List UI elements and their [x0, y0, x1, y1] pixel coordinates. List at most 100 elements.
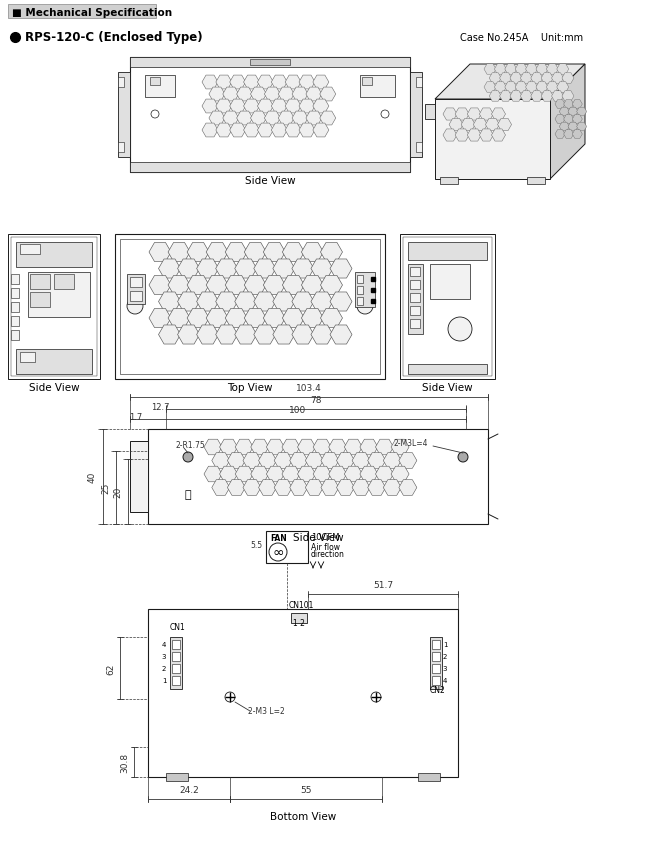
Text: ⏚: ⏚ — [185, 489, 192, 499]
Bar — [11, 275, 19, 285]
Bar — [130, 292, 142, 301]
Circle shape — [151, 111, 159, 119]
Text: 2-M3 L=2: 2-M3 L=2 — [248, 706, 285, 715]
Bar — [54, 275, 74, 289]
Text: 2-M3L=4: 2-M3L=4 — [393, 438, 427, 448]
Text: 2: 2 — [162, 666, 166, 672]
Bar — [11, 238, 97, 376]
Bar — [527, 177, 545, 185]
Bar — [362, 77, 372, 86]
Bar — [172, 641, 180, 649]
Bar — [130, 442, 148, 512]
Text: 25: 25 — [101, 482, 110, 493]
Text: CN101: CN101 — [289, 600, 314, 610]
Bar — [432, 676, 440, 685]
Text: CN1: CN1 — [170, 623, 186, 631]
Bar — [166, 773, 188, 781]
Bar — [432, 641, 440, 649]
Bar — [435, 100, 550, 180]
Bar — [357, 298, 363, 306]
Bar — [130, 58, 410, 68]
Bar — [118, 73, 130, 158]
Bar — [115, 235, 385, 380]
Circle shape — [357, 299, 373, 314]
Bar — [30, 275, 50, 289]
Text: ∞: ∞ — [272, 545, 284, 560]
Bar — [172, 653, 180, 661]
Bar — [291, 613, 307, 623]
Text: 40: 40 — [88, 471, 97, 483]
Bar — [357, 287, 363, 294]
Bar — [16, 350, 92, 375]
Text: ■ Mechanical Specification: ■ Mechanical Specification — [12, 8, 172, 17]
Bar — [130, 163, 410, 173]
Bar — [266, 531, 308, 563]
Bar — [170, 637, 182, 689]
Polygon shape — [550, 65, 585, 180]
Circle shape — [448, 318, 472, 342]
Bar — [118, 143, 124, 152]
Bar — [400, 235, 495, 380]
Text: 3: 3 — [161, 653, 166, 660]
Text: 55: 55 — [300, 785, 312, 794]
Bar — [127, 275, 145, 305]
Circle shape — [458, 453, 468, 462]
Text: RPS-120-C (Enclosed Type): RPS-120-C (Enclosed Type) — [25, 32, 202, 45]
Bar — [145, 76, 175, 98]
Bar — [408, 364, 487, 375]
Bar — [120, 239, 380, 375]
Text: 1: 1 — [161, 678, 166, 684]
Text: Side View: Side View — [29, 382, 79, 393]
Bar — [440, 177, 458, 185]
Text: Side View: Side View — [245, 176, 295, 186]
Text: 5.5: 5.5 — [250, 541, 262, 549]
Bar — [8, 5, 156, 19]
Text: 12.7: 12.7 — [151, 403, 170, 412]
Text: 4: 4 — [443, 678, 447, 684]
Bar — [148, 610, 458, 777]
Bar — [403, 238, 492, 376]
Bar — [172, 676, 180, 685]
Text: FAN: FAN — [270, 533, 287, 542]
Bar — [28, 273, 90, 318]
Bar — [20, 353, 35, 362]
Bar — [432, 653, 440, 661]
Bar — [118, 77, 124, 88]
Text: 20: 20 — [113, 486, 122, 498]
Bar — [30, 293, 50, 307]
Text: 4: 4 — [162, 641, 166, 647]
Text: 103.4: 103.4 — [296, 383, 322, 393]
Bar — [410, 307, 420, 316]
Circle shape — [440, 142, 446, 148]
Bar — [410, 268, 420, 276]
Text: 62: 62 — [106, 663, 115, 674]
Text: Side View: Side View — [421, 382, 472, 393]
Text: Bottom View: Bottom View — [270, 811, 336, 821]
Bar — [148, 430, 488, 524]
Text: direction: direction — [311, 549, 345, 558]
Text: Air flow: Air flow — [311, 542, 340, 551]
Bar — [416, 143, 422, 152]
Bar — [16, 243, 92, 268]
Bar — [410, 294, 420, 303]
Text: Top View: Top View — [227, 382, 273, 393]
Circle shape — [183, 453, 193, 462]
Circle shape — [440, 112, 446, 118]
Bar — [416, 77, 422, 88]
Bar — [11, 288, 19, 299]
Bar — [360, 76, 395, 98]
Bar — [408, 264, 423, 335]
Text: 1.7: 1.7 — [129, 412, 143, 422]
Bar — [11, 331, 19, 341]
Text: 51.7: 51.7 — [373, 580, 393, 589]
Bar — [11, 303, 19, 313]
Text: 100: 100 — [289, 406, 307, 414]
Polygon shape — [435, 65, 585, 100]
Bar — [430, 264, 470, 300]
Text: 78: 78 — [310, 395, 322, 405]
Bar — [355, 273, 375, 307]
Bar — [172, 664, 180, 673]
Bar — [410, 281, 420, 289]
Bar — [408, 243, 487, 261]
Text: 30.8: 30.8 — [120, 752, 129, 772]
